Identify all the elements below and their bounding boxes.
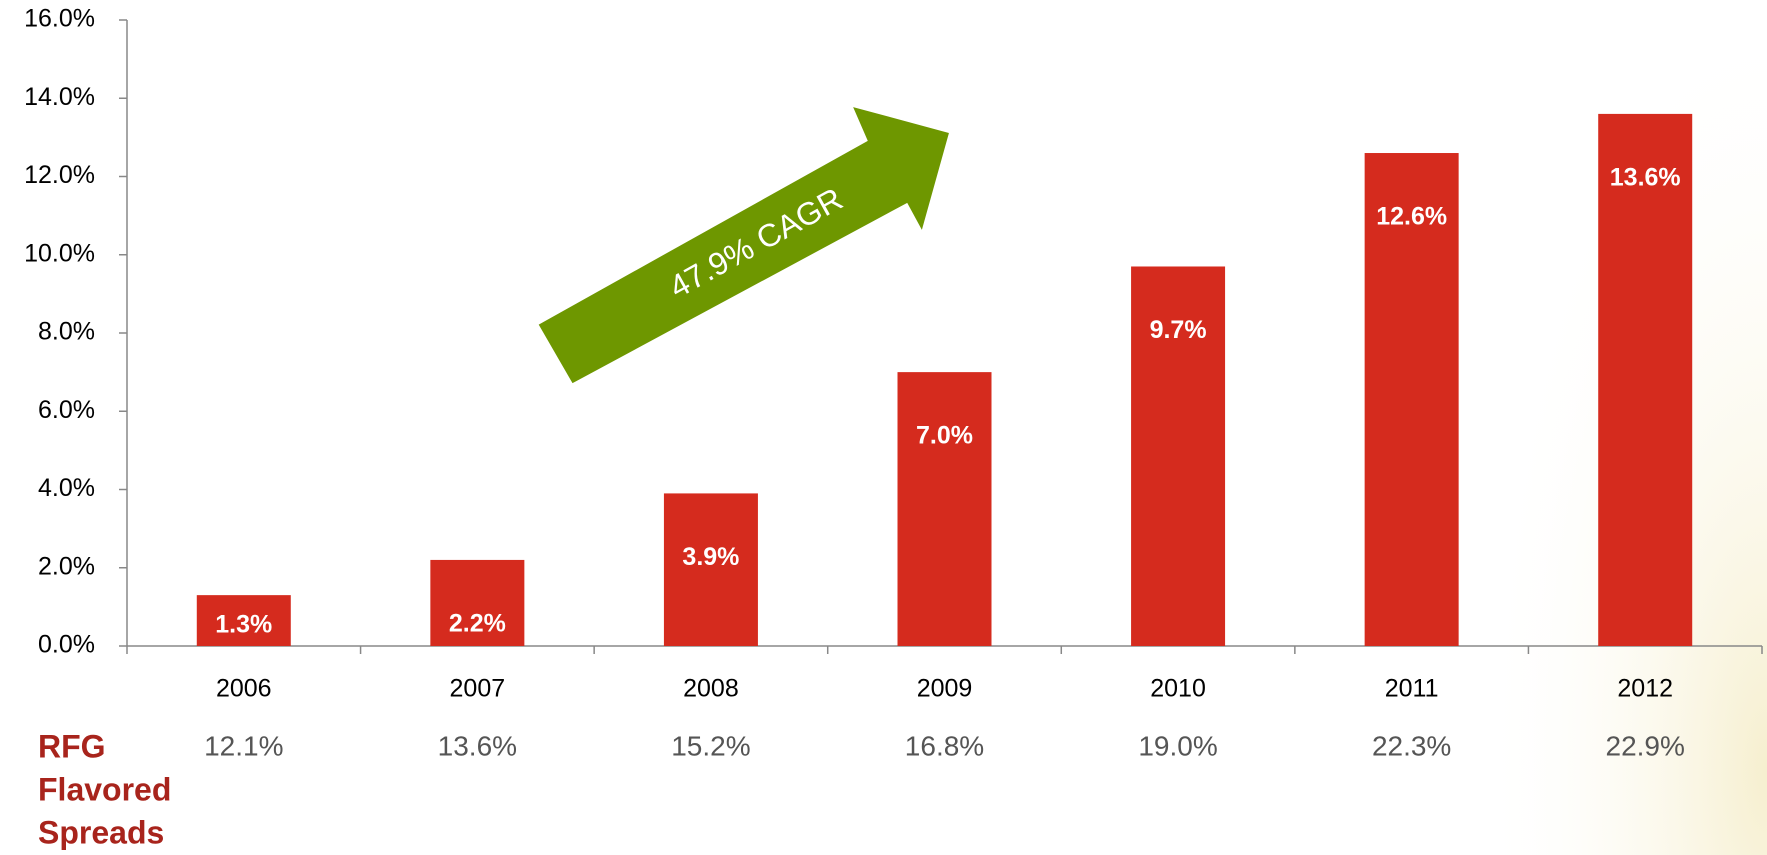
- row-value: 22.3%: [1372, 730, 1451, 761]
- row-value: 19.0%: [1138, 730, 1217, 761]
- row-value: 16.8%: [905, 730, 984, 761]
- row-value: 13.6%: [438, 730, 517, 761]
- x-tick-label: 2006: [216, 675, 272, 703]
- x-tick-label: 2010: [1150, 675, 1206, 703]
- row-label: Flavored: [38, 771, 171, 807]
- x-tick-label: 2009: [917, 675, 973, 703]
- x-tick-label: 2011: [1385, 675, 1439, 703]
- y-tick-label: 16.0%: [24, 5, 95, 33]
- bar: [196, 595, 291, 646]
- bar: [430, 559, 525, 646]
- row-label: RFG: [38, 728, 106, 764]
- bar: [1598, 113, 1693, 646]
- bar: [897, 372, 992, 646]
- value-label: 9.7%: [1150, 316, 1207, 344]
- row-value: 12.1%: [204, 730, 283, 761]
- y-tick-label: 12.0%: [24, 161, 95, 189]
- bar: [1131, 266, 1226, 646]
- x-tick-label: 2012: [1617, 675, 1673, 703]
- row-value: 15.2%: [671, 730, 750, 761]
- y-tick-label: 4.0%: [38, 474, 95, 502]
- value-label: 1.3%: [215, 611, 272, 639]
- cagr-arrow: [538, 107, 949, 384]
- value-label: 2.2%: [449, 610, 506, 638]
- bar: [1364, 153, 1459, 646]
- value-label: 12.6%: [1376, 203, 1447, 231]
- value-label: 7.0%: [916, 422, 973, 450]
- value-label: 13.6%: [1610, 164, 1681, 192]
- x-tick-label: 2008: [683, 675, 739, 703]
- y-tick-label: 10.0%: [24, 239, 95, 267]
- x-tick-label: 2007: [450, 675, 506, 703]
- row-label: Spreads: [38, 814, 164, 850]
- y-tick-label: 2.0%: [38, 552, 95, 580]
- y-tick-label: 14.0%: [24, 83, 95, 111]
- row-value: 22.9%: [1606, 730, 1685, 761]
- y-tick-label: 6.0%: [38, 396, 95, 424]
- y-tick-label: 0.0%: [38, 631, 95, 659]
- y-tick-label: 8.0%: [38, 318, 95, 346]
- value-label: 3.9%: [682, 543, 739, 571]
- bar: [663, 493, 758, 646]
